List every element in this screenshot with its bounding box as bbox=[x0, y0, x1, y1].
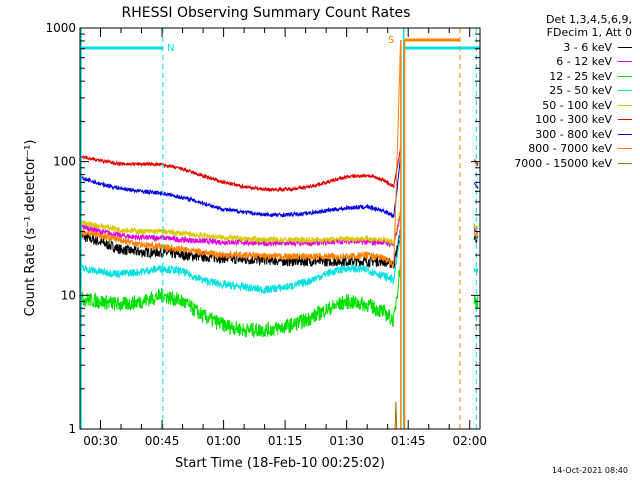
legend-swatch bbox=[618, 61, 632, 63]
legend-header-line: FDecim 1, Att 0 bbox=[546, 26, 632, 39]
y-tick-label: 100 bbox=[53, 155, 76, 169]
legend-label: 300 - 800 keV bbox=[535, 127, 612, 141]
legend-label: 6 - 12 keV bbox=[556, 55, 612, 69]
legend-label: 100 - 300 keV bbox=[535, 113, 612, 127]
legend-swatch bbox=[618, 148, 632, 150]
plot-frame bbox=[79, 27, 481, 430]
legend-entry: 50 - 100 keV bbox=[470, 98, 632, 113]
series-line bbox=[79, 158, 479, 219]
legend-entry: 300 - 800 keV bbox=[470, 127, 632, 142]
y-tick-label: 10 bbox=[61, 288, 76, 302]
legend-swatch bbox=[618, 119, 632, 121]
legend-label: 50 - 100 keV bbox=[542, 98, 612, 112]
x-tick-label: 01:15 bbox=[268, 434, 303, 448]
legend-swatch bbox=[618, 162, 632, 164]
x-tick-label: 01:00 bbox=[206, 434, 241, 448]
flag-annotation: S bbox=[388, 35, 394, 46]
y-axis-label: Count Rate (s⁻¹ detector⁻¹) bbox=[23, 140, 38, 317]
legend-swatch bbox=[618, 104, 632, 106]
legend-entry: 100 - 300 keV bbox=[470, 113, 632, 128]
legend-label: 3 - 6 keV bbox=[563, 40, 612, 54]
legend-entry: 3 - 6 keV bbox=[470, 40, 632, 55]
legend-label: 7000 - 15000 keV bbox=[514, 156, 612, 170]
x-tick-label: 00:45 bbox=[145, 434, 180, 448]
legend-label: 25 - 50 keV bbox=[549, 84, 612, 98]
x-tick-label: 01:30 bbox=[329, 434, 364, 448]
series-line bbox=[79, 40, 479, 269]
y-tick-label: 1000 bbox=[45, 21, 76, 35]
series-line bbox=[394, 401, 398, 430]
legend-swatch bbox=[618, 133, 632, 135]
legend-swatch bbox=[618, 46, 632, 48]
series-line bbox=[79, 147, 479, 193]
legend-header-line: Det 1,3,4,5,6,9, bbox=[545, 13, 632, 26]
legend-swatch bbox=[618, 90, 632, 92]
series-line bbox=[79, 231, 479, 295]
legend: 3 - 6 keV 6 - 12 keV 12 - 25 keV 25 - 50 ke… bbox=[470, 40, 632, 171]
legend-swatch bbox=[618, 75, 632, 77]
y-tick-label: 1 bbox=[68, 422, 76, 436]
legend-label: 800 - 7000 keV bbox=[528, 142, 612, 156]
x-tick-label: 02:00 bbox=[452, 434, 487, 448]
timestamp-label: 14-Oct-2021 08:40 bbox=[552, 466, 628, 475]
legend-entry: 25 - 50 keV bbox=[470, 84, 632, 99]
legend-label: 12 - 25 keV bbox=[549, 69, 612, 83]
flag-annotation: N bbox=[167, 43, 174, 54]
x-tick-label: 00:30 bbox=[83, 434, 118, 448]
chart-title: RHESSI Observing Summary Count Rates bbox=[122, 5, 411, 21]
legend-entry: 800 - 7000 keV bbox=[470, 142, 632, 157]
x-tick-label: 01:45 bbox=[391, 434, 426, 448]
legend-entry: 12 - 25 keV bbox=[470, 69, 632, 84]
legend-header: Det 1,3,4,5,6,9, FDecim 1, Att 0 bbox=[496, 13, 632, 39]
x-axis-label: Start Time (18-Feb-10 00:25:02) bbox=[175, 456, 385, 471]
legend-entry: 7000 - 15000 keV bbox=[470, 156, 632, 171]
series-line bbox=[79, 228, 479, 269]
legend-entry: 6 - 12 keV bbox=[470, 55, 632, 70]
